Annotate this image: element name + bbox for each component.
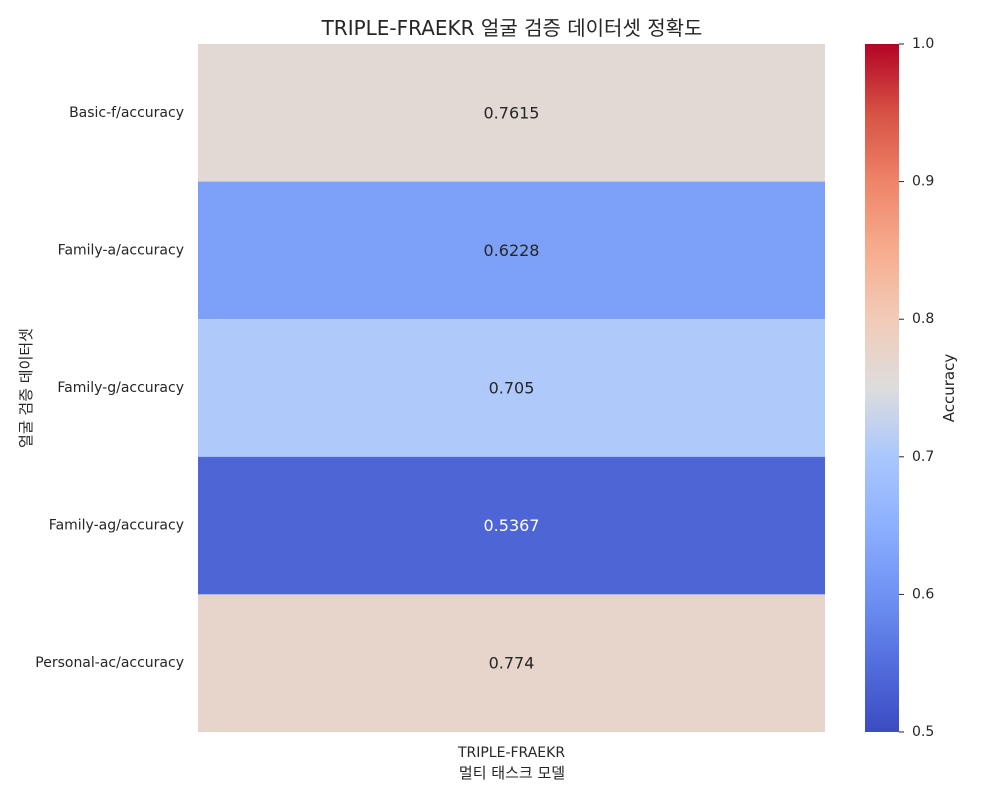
cell-value-label: 0.705 (489, 379, 535, 398)
cell-value-label: 0.6228 (484, 241, 540, 260)
cell-value-label: 0.5367 (484, 516, 540, 535)
chart-title: TRIPLE-FRAEKR 얼굴 검증 데이터셋 정확도 (321, 16, 703, 40)
x-tick-label: TRIPLE-FRAEKR (457, 745, 565, 761)
colorbar: 0.5 0.6 0.7 0.8 0.9 1.0 Accuracy (865, 36, 958, 740)
colorbar-label: Accuracy (940, 354, 958, 423)
colorbar-tick-label: 0.9 (912, 174, 934, 190)
heatmap-cell (198, 44, 825, 182)
cell-value-label: 0.774 (489, 654, 535, 673)
heatmap-cell (198, 594, 825, 732)
colorbar-tick-label: 0.6 (912, 586, 934, 602)
y-tick-label: Family-a/accuracy (58, 242, 184, 258)
y-tick-label: Personal-ac/accuracy (35, 655, 184, 671)
heatmap-cells: 0.7615 0.6228 0.705 0.5367 0.774 (198, 44, 825, 732)
colorbar-gradient (865, 44, 899, 732)
heatmap-cell (198, 456, 825, 595)
heatmap-cell (198, 319, 825, 457)
y-tick-label: Family-ag/accuracy (49, 518, 184, 534)
y-tick-label: Family-g/accuracy (57, 380, 184, 396)
heatmap-cell (198, 181, 825, 320)
cell-value-label: 0.7615 (484, 103, 540, 122)
y-tick-labels: Basic-f/accuracy Family-a/accuracy Family-… (35, 105, 184, 671)
colorbar-tick-label: 0.5 (912, 724, 934, 740)
colorbar-tick-label: 1.0 (912, 36, 934, 52)
colorbar-tick-label: 0.8 (912, 311, 934, 327)
y-tick-label: Basic-f/accuracy (69, 105, 184, 121)
x-tick-labels: TRIPLE-FRAEKR (457, 745, 565, 761)
x-axis-label: 멀티 태스크 모델 (459, 764, 565, 782)
colorbar-tick-label: 0.7 (912, 449, 934, 465)
y-axis-label: 얼굴 검증 데이터셋 (17, 328, 35, 448)
colorbar-ticks: 0.5 0.6 0.7 0.8 0.9 1.0 (899, 36, 934, 740)
